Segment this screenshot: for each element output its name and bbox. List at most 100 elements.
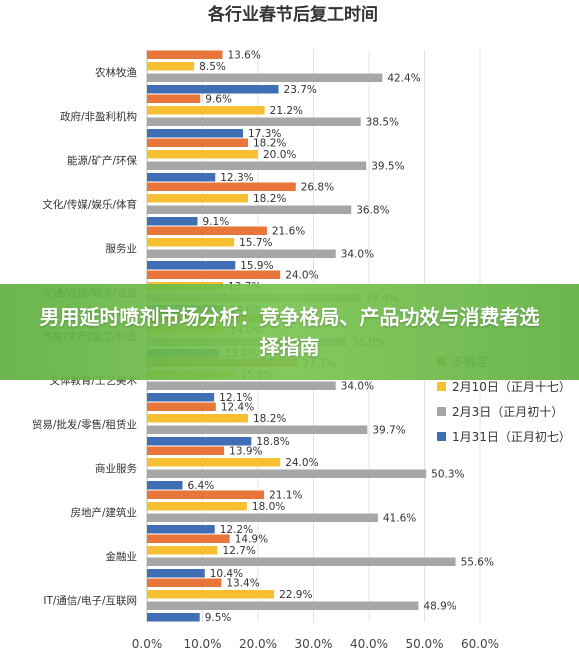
banner-text: 男用延时喷剂市场分析：竞争格局、产品功效与消费者选择指南 (39, 305, 540, 359)
data-label: 8.5% (199, 61, 226, 73)
bar (147, 261, 236, 270)
bar (147, 557, 456, 566)
bar (147, 205, 352, 214)
bar (147, 182, 296, 191)
data-label: 12.7% (222, 545, 255, 557)
bar (147, 73, 383, 82)
data-label: 24.0% (285, 457, 318, 469)
bar (147, 138, 249, 147)
bar (147, 513, 378, 522)
category-label: 服务业 (106, 242, 138, 255)
data-label: 18.8% (256, 436, 289, 448)
data-label: 12.3% (220, 172, 253, 184)
data-label: 18.0% (252, 501, 285, 513)
bar (147, 217, 198, 226)
data-label: 41.6% (383, 513, 416, 525)
bar (147, 490, 265, 499)
legend-label: 2月3日（正月初十） (452, 405, 563, 419)
bar (147, 578, 222, 587)
x-tick-label: 40.0% (350, 637, 388, 651)
bar (147, 425, 368, 434)
x-tick-label: 10.0% (183, 637, 221, 651)
bar (147, 525, 215, 534)
bar (147, 50, 223, 59)
category-label: IT/通信/电子/互联网 (43, 594, 137, 607)
bar (147, 534, 230, 543)
data-label: 15.7% (239, 237, 272, 249)
bar (147, 458, 281, 467)
data-label: 18.2% (253, 413, 286, 425)
bar (147, 161, 367, 170)
bar (147, 590, 275, 599)
chart-title: 各行业春节后复工时间 (207, 4, 378, 25)
bar (147, 238, 235, 247)
data-label: 10.4% (210, 568, 243, 580)
category-label: 商业服务 (95, 462, 137, 475)
x-tick-label: 50.0% (405, 637, 443, 651)
bar (147, 62, 195, 71)
bar (147, 381, 336, 390)
bar (147, 85, 279, 94)
data-label: 48.9% (423, 601, 456, 613)
bar (147, 446, 225, 455)
data-label: 12.2% (220, 524, 253, 536)
data-label: 13.4% (226, 578, 259, 590)
data-label: 9.6% (205, 94, 232, 106)
bar (147, 613, 200, 622)
bar (147, 481, 183, 490)
bar (147, 469, 427, 478)
data-label: 12.1% (219, 392, 252, 404)
bar (147, 129, 244, 138)
bar (147, 249, 336, 258)
data-label: 13.6% (227, 50, 260, 62)
bar (147, 270, 281, 279)
data-label: 9.1% (203, 216, 230, 228)
category-label: 文化/传媒/娱乐/体育 (42, 198, 137, 211)
x-tick-label: 0.0% (132, 637, 163, 651)
bar (147, 194, 249, 203)
data-label: 12.4% (221, 402, 254, 414)
x-tick-label: 20.0% (239, 637, 277, 651)
category-label: 能源/矿产/环保 (67, 154, 138, 167)
category-label: 农林牧渔 (95, 66, 137, 79)
data-label: 20.0% (263, 149, 296, 161)
bar (147, 106, 265, 115)
data-label: 18.2% (253, 138, 286, 150)
data-label: 34.0% (341, 381, 374, 393)
category-label: 贸易/批发/零售/租赁业 (32, 418, 137, 431)
category-label: 政府/非盈利机构 (60, 110, 137, 123)
bar (147, 414, 249, 423)
data-label: 14.9% (235, 534, 268, 546)
data-label: 23.7% (284, 84, 317, 96)
data-label: 17.3% (248, 128, 281, 140)
category-label: 金融业 (106, 550, 138, 563)
bar (147, 402, 216, 411)
overlay-banner: 男用延时喷剂市场分析：竞争格局、产品功效与消费者选择指南 (0, 284, 579, 380)
data-label: 39.5% (371, 161, 404, 173)
bar (147, 437, 252, 446)
data-label: 9.5% (205, 612, 232, 624)
legend-swatch (437, 432, 446, 441)
legend-swatch (437, 382, 446, 391)
legend-label: 2月10日（正月十七） (452, 380, 571, 394)
data-label: 42.4% (387, 73, 420, 85)
bar (147, 393, 215, 402)
bar (147, 569, 205, 578)
x-tick-label: 30.0% (294, 637, 332, 651)
bar (147, 546, 218, 555)
x-tick-label: 60.0% (461, 637, 499, 651)
bar (147, 117, 361, 126)
bar (147, 173, 216, 182)
legend-swatch (437, 407, 446, 416)
data-label: 55.6% (461, 557, 494, 569)
bar (147, 94, 201, 103)
data-label: 21.6% (272, 226, 305, 238)
data-label: 21.2% (270, 105, 303, 117)
data-label: 21.1% (269, 490, 302, 502)
data-label: 39.7% (372, 425, 405, 437)
bar (147, 226, 267, 235)
data-label: 24.0% (285, 270, 318, 282)
data-label: 6.4% (188, 480, 215, 492)
x-tick-labels: 0.0% 10.0% 20.0% 30.0% 40.0% 50.0% 60.0% (132, 637, 499, 651)
data-label: 26.8% (301, 182, 334, 194)
